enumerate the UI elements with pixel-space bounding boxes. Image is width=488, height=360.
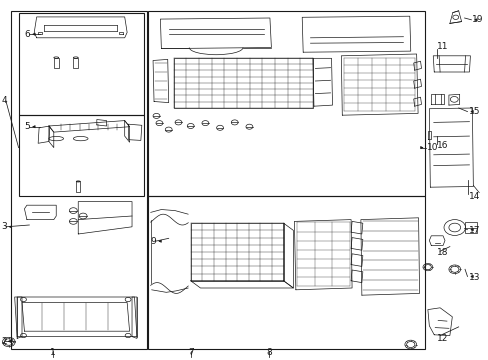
Text: 14: 14 <box>468 192 479 201</box>
Text: 2: 2 <box>1 337 7 346</box>
Text: 7: 7 <box>187 348 193 357</box>
Bar <box>73 58 78 68</box>
Text: 9: 9 <box>150 237 156 246</box>
Bar <box>190 223 283 281</box>
Bar <box>173 58 312 108</box>
Text: 13: 13 <box>468 274 479 282</box>
Bar <box>19 115 144 196</box>
Text: 3: 3 <box>1 222 7 231</box>
Text: 17: 17 <box>468 226 479 235</box>
Text: 15: 15 <box>468 107 479 116</box>
Text: 8: 8 <box>265 348 271 357</box>
Bar <box>147 11 425 196</box>
Bar <box>54 58 59 68</box>
Text: 5: 5 <box>24 122 30 131</box>
Bar <box>11 11 146 349</box>
Text: 6: 6 <box>24 30 30 39</box>
Text: 18: 18 <box>436 248 447 257</box>
Bar <box>464 222 476 233</box>
Text: 12: 12 <box>436 334 447 343</box>
Text: 11: 11 <box>436 41 447 50</box>
Text: 10: 10 <box>427 143 438 152</box>
Text: 19: 19 <box>471 15 483 24</box>
Bar <box>76 181 80 192</box>
Text: 4: 4 <box>1 96 7 105</box>
Bar <box>19 13 144 115</box>
Bar <box>147 196 425 349</box>
Text: 16: 16 <box>436 141 447 150</box>
Text: 1: 1 <box>50 348 56 357</box>
